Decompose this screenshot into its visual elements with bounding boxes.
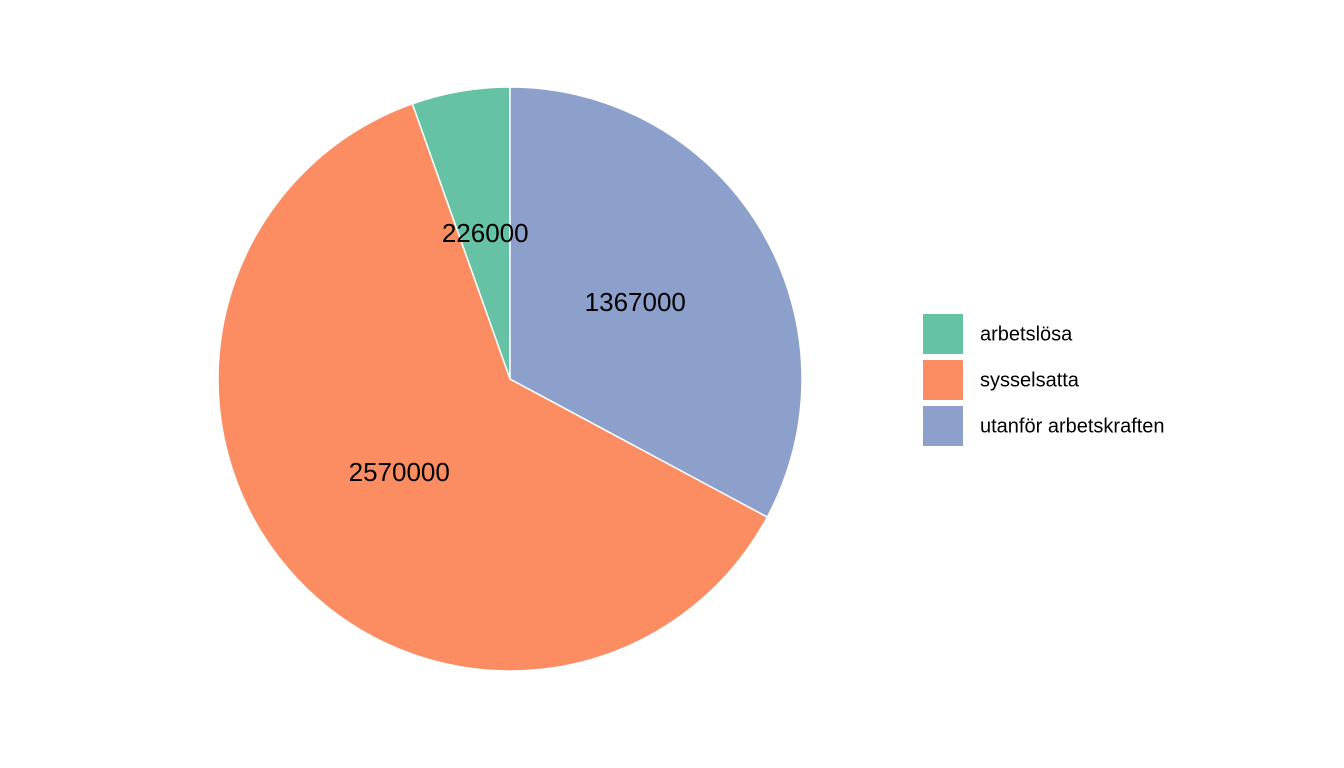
value-labels: 226000 2570000 1367000 <box>349 218 686 487</box>
legend-swatch <box>923 406 963 446</box>
legend-label: arbetslösa <box>980 323 1073 345</box>
value-label: 226000 <box>442 218 529 248</box>
legend-label: sysselsatta <box>980 369 1080 391</box>
value-label: 2570000 <box>349 457 450 487</box>
legend-swatch <box>923 360 963 400</box>
legend-swatch <box>923 314 963 354</box>
legend: arbetslösa sysselsatta utanför arbetskraft… <box>923 314 1165 446</box>
pie-slice <box>217 102 769 672</box>
pie <box>217 86 803 672</box>
legend-label: utanför arbetskraften <box>980 415 1165 437</box>
pie-slice <box>509 86 803 519</box>
value-label: 1367000 <box>585 287 686 317</box>
